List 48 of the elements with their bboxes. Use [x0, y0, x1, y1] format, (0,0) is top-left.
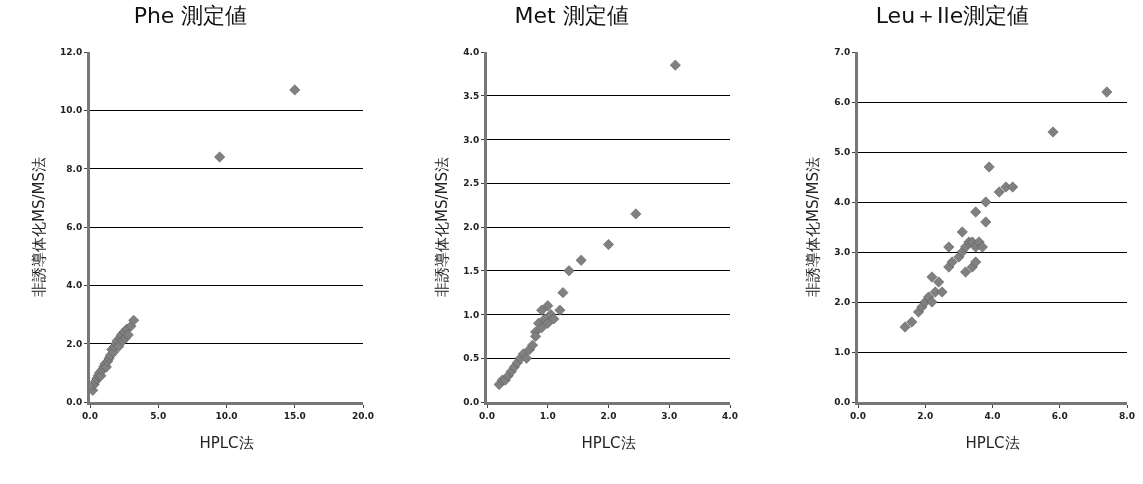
y-tick-label: 1.0: [834, 347, 851, 358]
x-tick-label: 15.0: [283, 410, 306, 421]
y-tick-label: 0.5: [463, 353, 480, 364]
y-tick-label: 7.0: [834, 47, 851, 58]
x-tick-label: 8.0: [1119, 410, 1135, 421]
y-tick-label: 10.0: [59, 105, 83, 116]
x-tick-label: 6.0: [1051, 410, 1068, 421]
y-tick-label: 2.0: [463, 222, 480, 233]
y-tick-label: 1.0: [463, 309, 480, 320]
y-tick-label: 0.0: [834, 397, 851, 408]
y-tick-label: 0.0: [66, 397, 83, 408]
x-tick-label: 0.0: [82, 410, 98, 421]
x-tick-label: 3.0: [661, 410, 678, 421]
y-tick-label: 1.5: [463, 265, 480, 276]
chart-title: Leu＋Ile測定値: [875, 2, 1030, 28]
y-tick-label: 6.0: [834, 97, 851, 108]
y-tick-label: 4.0: [834, 197, 851, 208]
chart-title: Phe 測定値: [133, 2, 248, 28]
x-tick-label: 4.0: [984, 410, 1001, 421]
y-tick-label: 0.0: [463, 397, 480, 408]
x-tick-label: 10.0: [215, 410, 238, 421]
x-tick-label: 1.0: [539, 410, 556, 421]
x-tick-label: 5.0: [150, 410, 167, 421]
y-tick-label: 12.0: [59, 47, 83, 58]
y-tick-label: 8.0: [66, 163, 83, 174]
x-axis-title: HPLC法: [581, 433, 636, 452]
x-tick-label: 2.0: [600, 410, 617, 421]
x-axis-title: HPLC法: [199, 433, 254, 452]
y-tick-label: 3.5: [463, 90, 480, 101]
x-tick-label: 0.0: [479, 410, 495, 421]
y-tick-label: 3.0: [834, 247, 851, 258]
chart-title: Met 測定値: [514, 2, 629, 28]
y-tick-label: 3.0: [463, 134, 480, 145]
y-tick-label: 2.0: [66, 338, 83, 349]
y-tick-label: 2.0: [834, 297, 851, 308]
y-tick-label: 4.0: [66, 280, 83, 291]
y-tick-label: 2.5: [463, 178, 480, 189]
y-tick-label: 4.0: [463, 47, 480, 58]
y-axis-title: 非誘導体化MS/MS法: [433, 157, 452, 297]
y-tick-label: 5.0: [834, 147, 851, 158]
y-axis-title: 非誘導体化MS/MS法: [30, 157, 49, 297]
x-tick-label: 0.0: [850, 410, 866, 421]
y-axis-title: 非誘導体化MS/MS法: [804, 157, 823, 297]
x-tick-label: 4.0: [722, 410, 738, 421]
x-axis-title: HPLC法: [965, 433, 1020, 452]
y-tick-label: 6.0: [66, 222, 83, 233]
x-tick-label: 20.0: [351, 410, 375, 421]
x-tick-label: 2.0: [917, 410, 934, 421]
